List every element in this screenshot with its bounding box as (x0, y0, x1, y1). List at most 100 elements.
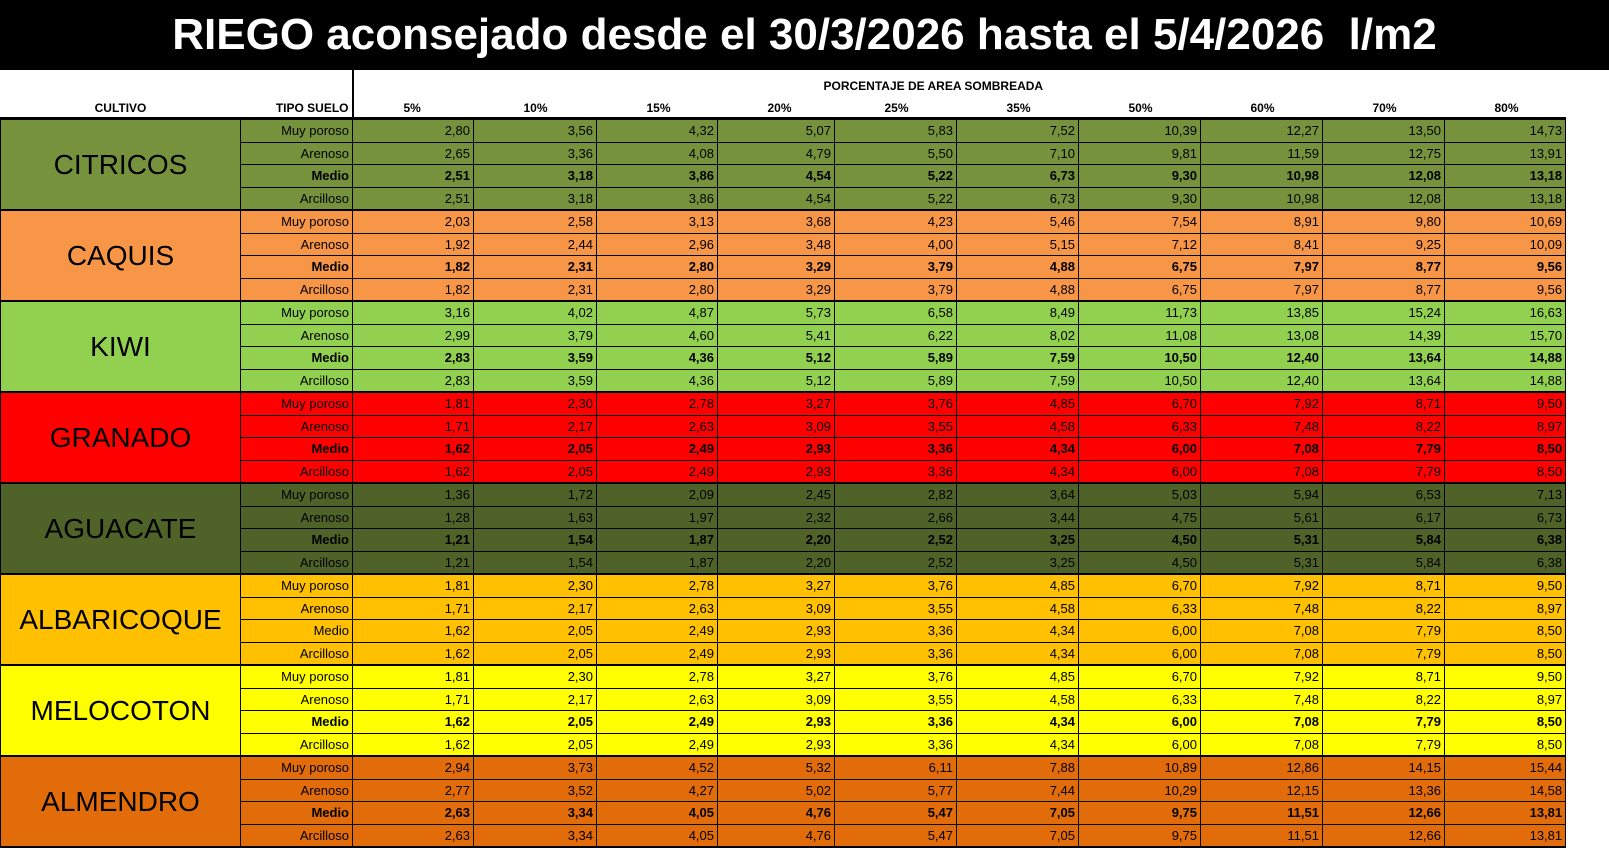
irrigation-value: 2,03 (352, 209, 474, 234)
irrigation-value: 9,56 (1443, 277, 1567, 302)
irrigation-value: 2,51 (352, 186, 474, 211)
irrigation-value: 4,60 (596, 323, 718, 347)
irrigation-value: 1,81 (352, 573, 474, 598)
irrigation-value: 6,17 (1322, 505, 1445, 529)
irrigation-value: 2,32 (717, 505, 835, 529)
soil-type: Arcilloso (240, 823, 353, 848)
irrigation-value: 10,89 (1078, 755, 1201, 780)
page-title: RIEGO aconsejado desde el 30/3/2026 hast… (0, 0, 1609, 70)
irrigation-value: 15,44 (1443, 755, 1567, 780)
irrigation-value: 4,54 (717, 164, 835, 188)
irrigation-value: 2,63 (352, 801, 474, 825)
irrigation-value: 3,25 (956, 528, 1079, 552)
irrigation-value: 2,31 (473, 255, 597, 279)
irrigation-value: 4,50 (1078, 528, 1201, 552)
irrigation-value: 2,49 (596, 459, 718, 484)
table-row: Arcilloso 1,82 2,31 2,80 3,29 3,79 4,88 6,75 7,9… (0, 277, 1567, 302)
table-row: Medio 1,21 1,54 1,87 2,20 2,52 3,25 4,50 5,31 5,8… (0, 528, 1567, 552)
irrigation-value: 4,34 (956, 641, 1079, 666)
irrigation-value: 6,70 (1078, 664, 1201, 689)
irrigation-value: 2,51 (352, 164, 474, 188)
irrigation-value: 8,41 (1200, 232, 1323, 256)
irrigation-value: 8,50 (1443, 619, 1567, 643)
irrigation-value: 8,50 (1443, 710, 1567, 734)
irrigation-value: 6,73 (956, 164, 1079, 188)
crop-name: GRANADO (0, 391, 241, 484)
irrigation-value: 14,88 (1443, 368, 1567, 393)
irrigation-value: 4,32 (596, 118, 718, 143)
irrigation-value: 5,89 (834, 346, 957, 370)
irrigation-value: 3,36 (834, 710, 957, 734)
irrigation-value: 6,00 (1078, 619, 1201, 643)
irrigation-value: 7,08 (1200, 732, 1323, 757)
irrigation-value: 6,70 (1078, 573, 1201, 598)
irrigation-value: 6,00 (1078, 710, 1201, 734)
irrigation-value: 7,79 (1322, 710, 1445, 734)
irrigation-value: 3,59 (473, 368, 597, 393)
irrigation-table: PORCENTAJE DE AREA SOMBREADA CULTIVO TIP… (0, 70, 1567, 848)
irrigation-value: 8,71 (1322, 391, 1445, 416)
irrigation-value: 1,82 (352, 277, 474, 302)
irrigation-value: 9,50 (1443, 573, 1567, 598)
irrigation-value: 2,99 (352, 323, 474, 347)
irrigation-value: 12,66 (1322, 823, 1445, 848)
irrigation-value: 1,87 (596, 550, 718, 575)
irrigation-value: 12,86 (1200, 755, 1323, 780)
irrigation-value: 3,09 (717, 687, 835, 711)
irrigation-value: 6,11 (834, 755, 957, 780)
irrigation-value: 2,49 (596, 437, 718, 461)
irrigation-value: 1,28 (352, 505, 474, 529)
irrigation-value: 4,36 (596, 368, 718, 393)
irrigation-value: 2,44 (473, 232, 597, 256)
irrigation-value: 7,79 (1322, 619, 1445, 643)
irrigation-value: 3,44 (956, 505, 1079, 529)
table-row: Arenoso 2,65 3,36 4,08 4,79 5,50 7,10 9,81 11,59… (0, 141, 1567, 165)
irrigation-value: 2,93 (717, 459, 835, 484)
irrigation-value: 8,77 (1322, 277, 1445, 302)
irrigation-value: 10,98 (1200, 186, 1323, 211)
soil-type: Arcilloso (240, 641, 353, 666)
irrigation-value: 1,62 (352, 459, 474, 484)
irrigation-value: 2,49 (596, 641, 718, 666)
soil-type: Muy poroso (240, 209, 353, 234)
crop-name: ALMENDRO (0, 755, 241, 848)
table-row: ALMENDRO Muy poroso 2,94 3,73 4,52 5,32 6,11 7,… (0, 755, 1567, 848)
percentage-column-header: 80% (1444, 93, 1566, 120)
irrigation-value: 6,00 (1078, 732, 1201, 757)
irrigation-value: 4,88 (956, 255, 1079, 279)
irrigation-value: 5,02 (717, 778, 835, 802)
irrigation-value: 2,20 (717, 550, 835, 575)
irrigation-value: 7,08 (1200, 710, 1323, 734)
irrigation-value: 6,73 (956, 186, 1079, 211)
irrigation-value: 4,34 (956, 619, 1079, 643)
soil-type: Arenoso (240, 778, 353, 802)
irrigation-value: 2,05 (473, 619, 597, 643)
soil-type: Muy poroso (240, 482, 353, 507)
table-row: KIWI Muy poroso 3,16 4,02 4,87 5,73 6,58 8,49 11… (0, 300, 1567, 393)
soil-type: Arcilloso (240, 550, 353, 575)
irrigation-value: 4,58 (956, 596, 1079, 620)
irrigation-value: 3,18 (473, 164, 597, 188)
soil-column-header: TIPO SUELO (240, 93, 354, 120)
irrigation-value: 5,46 (956, 209, 1079, 234)
irrigation-value: 8,50 (1443, 459, 1567, 484)
soil-type: Arcilloso (240, 368, 353, 393)
irrigation-value: 14,15 (1322, 755, 1445, 780)
irrigation-value: 13,18 (1443, 186, 1567, 211)
irrigation-value: 2,83 (352, 368, 474, 393)
irrigation-value: 2,31 (473, 277, 597, 302)
irrigation-value: 5,61 (1200, 505, 1323, 529)
irrigation-value: 3,52 (473, 778, 597, 802)
irrigation-value: 12,40 (1200, 368, 1323, 393)
irrigation-value: 5,77 (834, 778, 957, 802)
soil-type: Medio (240, 619, 353, 643)
irrigation-value: 3,27 (717, 664, 835, 689)
soil-type: Muy poroso (240, 664, 353, 689)
soil-type: Arenoso (240, 596, 353, 620)
irrigation-value: 5,84 (1322, 550, 1445, 575)
crop-name: ALBARICOQUE (0, 573, 241, 666)
irrigation-value: 1,21 (352, 528, 474, 552)
irrigation-value: 1,81 (352, 391, 474, 416)
irrigation-value: 4,76 (717, 823, 835, 848)
irrigation-value: 2,52 (834, 550, 957, 575)
